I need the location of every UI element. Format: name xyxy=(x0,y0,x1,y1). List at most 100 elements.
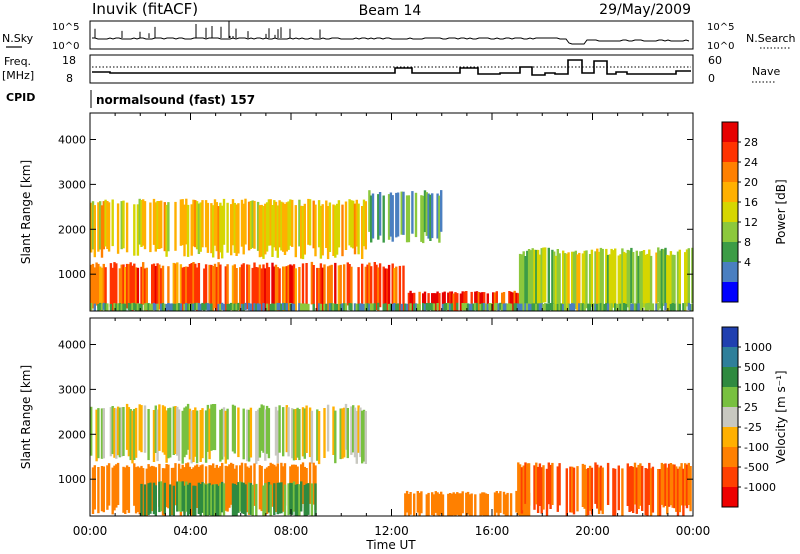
heat-cell xyxy=(375,264,378,310)
heat-cell xyxy=(335,203,339,255)
heat-cell xyxy=(273,483,276,515)
heat-cell xyxy=(317,200,321,248)
heat-cell xyxy=(104,199,107,247)
heat-cell xyxy=(364,411,367,464)
heat-cell xyxy=(334,262,337,307)
colorbar-tick-label: 28 xyxy=(744,136,758,149)
heat-cell xyxy=(158,201,161,249)
heat-cell xyxy=(515,303,518,311)
heat-cell xyxy=(217,262,220,305)
heat-cell xyxy=(418,303,421,311)
freq-tick-low: 8 xyxy=(66,72,73,85)
heat-cell xyxy=(106,465,109,510)
heat-cell xyxy=(176,262,179,306)
heat-cell xyxy=(115,408,118,459)
heat-cell xyxy=(156,409,159,462)
heat-cell xyxy=(283,484,287,516)
heat-cell xyxy=(488,303,491,311)
heat-cell xyxy=(231,199,235,246)
heat-cell xyxy=(431,293,434,311)
heat-cell xyxy=(493,292,497,311)
heat-cell xyxy=(355,199,358,247)
heat-cell xyxy=(474,302,477,311)
heat-cell xyxy=(291,265,294,311)
heat-cell xyxy=(265,405,269,454)
nsearch-tick-low: 10^0 xyxy=(707,41,734,52)
heat-cell xyxy=(215,484,218,516)
heat-cell xyxy=(298,409,301,461)
heat-cell xyxy=(90,406,93,456)
heat-cell xyxy=(626,463,629,506)
heat-cell xyxy=(278,405,281,453)
heat-cell xyxy=(450,493,454,516)
heat-cell xyxy=(242,482,245,514)
heat-cell xyxy=(601,303,604,311)
heat-cell xyxy=(477,292,480,311)
heat-cell xyxy=(195,464,199,508)
heat-cell xyxy=(646,303,649,311)
heat-cell xyxy=(409,290,412,309)
colorbar-tick-label: 500 xyxy=(744,361,765,374)
velocity-colorbar-title: Velocity [m s⁻¹] xyxy=(774,370,788,463)
heat-cell xyxy=(531,248,534,304)
heat-cell xyxy=(242,408,245,460)
heat-cell xyxy=(405,490,409,513)
nsky-tick-low: 10^0 xyxy=(52,41,79,52)
heat-cell xyxy=(258,205,262,258)
heat-cell xyxy=(423,291,427,310)
heat-cell xyxy=(233,202,236,253)
heat-cell xyxy=(231,303,235,311)
heat-cell xyxy=(129,303,132,311)
heat-cell xyxy=(262,405,265,453)
heat-cell xyxy=(472,303,475,311)
heat-cell xyxy=(409,492,412,515)
heat-cell xyxy=(527,249,531,306)
heat-cell xyxy=(310,261,314,305)
heat-cell xyxy=(124,267,127,311)
heat-cell xyxy=(431,492,434,516)
heat-cell xyxy=(558,253,561,311)
colorbar-tick-label: 20 xyxy=(744,176,758,189)
heat-cell xyxy=(127,466,131,513)
colorbar-swatch xyxy=(722,202,738,223)
heat-cell xyxy=(310,410,314,464)
heat-cell xyxy=(348,303,351,311)
colorbar-swatch xyxy=(722,122,738,143)
heat-cell xyxy=(287,265,290,311)
heat-cell xyxy=(201,408,204,459)
heat-cell xyxy=(109,263,113,307)
heat-cell xyxy=(393,268,396,311)
heat-cell xyxy=(185,198,188,245)
heat-cell xyxy=(160,303,163,311)
heat-cell xyxy=(316,267,319,311)
heat-cell xyxy=(377,194,380,240)
heat-cell xyxy=(163,406,166,455)
heat-cell xyxy=(599,303,603,311)
heat-cell xyxy=(244,198,247,245)
heat-cell xyxy=(213,199,217,246)
heat-cell xyxy=(649,468,653,516)
heat-cell xyxy=(226,202,229,253)
heat-cell xyxy=(691,247,694,304)
heat-cell xyxy=(630,247,633,304)
heat-cell xyxy=(425,303,428,311)
heat-cell xyxy=(606,462,610,505)
heat-cell xyxy=(115,263,118,308)
heat-cell xyxy=(440,491,443,515)
nsky-label: N.Sky xyxy=(2,32,34,45)
heat-cell xyxy=(127,303,131,311)
heat-cell xyxy=(301,303,305,311)
heat-cell xyxy=(300,303,303,311)
heat-cell xyxy=(204,200,208,248)
heat-cell xyxy=(479,493,482,516)
colorbar-tick-label: 1000 xyxy=(744,341,772,354)
heat-cell xyxy=(102,263,105,309)
heat-cell xyxy=(242,303,245,311)
heat-cell xyxy=(176,406,179,456)
heat-cell xyxy=(425,494,428,516)
heat-cell xyxy=(440,190,443,232)
heat-cell xyxy=(432,494,436,516)
heat-cell xyxy=(219,202,222,253)
heat-cell xyxy=(513,303,516,311)
heat-cell xyxy=(522,303,525,311)
